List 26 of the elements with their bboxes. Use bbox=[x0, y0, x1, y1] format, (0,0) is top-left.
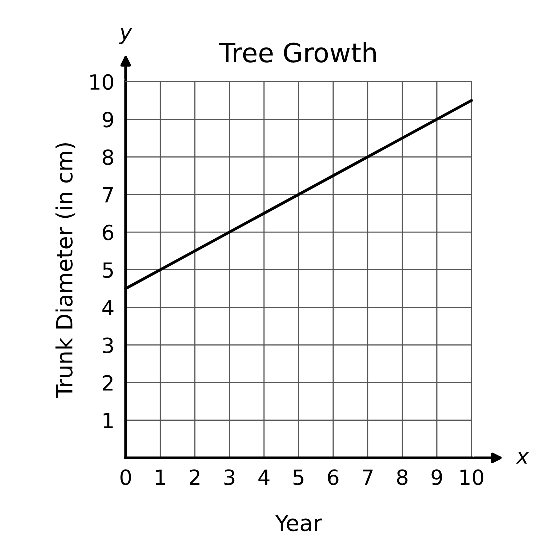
y-tick-label: 7 bbox=[103, 187, 114, 203]
y-tick-label: 3 bbox=[103, 338, 114, 354]
x-tick-label: 0 bbox=[120, 470, 132, 486]
y-tick-label: 5 bbox=[103, 262, 114, 278]
y-axis-title: Trunk Diameter (in cm) bbox=[56, 143, 76, 398]
y-tick-label: 9 bbox=[102, 112, 114, 128]
y-tick-label: 6 bbox=[103, 224, 114, 241]
chart-title: Tree Growth bbox=[219, 42, 376, 63]
x-tick-label: 2 bbox=[190, 470, 200, 486]
x-tick-label: 1 bbox=[156, 470, 166, 486]
x-tick-label: 9 bbox=[432, 470, 442, 486]
x-tick-label: 10 bbox=[460, 470, 484, 486]
y-tick-label: 10 bbox=[90, 74, 114, 90]
x-tick-label: 4 bbox=[258, 470, 270, 486]
y-tick-label: 2 bbox=[103, 375, 113, 391]
text: x bbox=[516, 452, 530, 464]
x-tick-label: 6 bbox=[328, 470, 339, 486]
x-axis-title: Year bbox=[275, 515, 322, 532]
x-tick-label: 8 bbox=[397, 470, 408, 486]
text: y bbox=[119, 28, 132, 44]
x-tick-label: 7 bbox=[363, 470, 373, 486]
x-tick-label: 5 bbox=[294, 470, 304, 486]
x-tick-label: 3 bbox=[224, 470, 235, 486]
y-tick-label: 1 bbox=[104, 413, 113, 428]
y-tick-label: 8 bbox=[103, 150, 114, 166]
y-tick-label: 4 bbox=[102, 300, 114, 316]
